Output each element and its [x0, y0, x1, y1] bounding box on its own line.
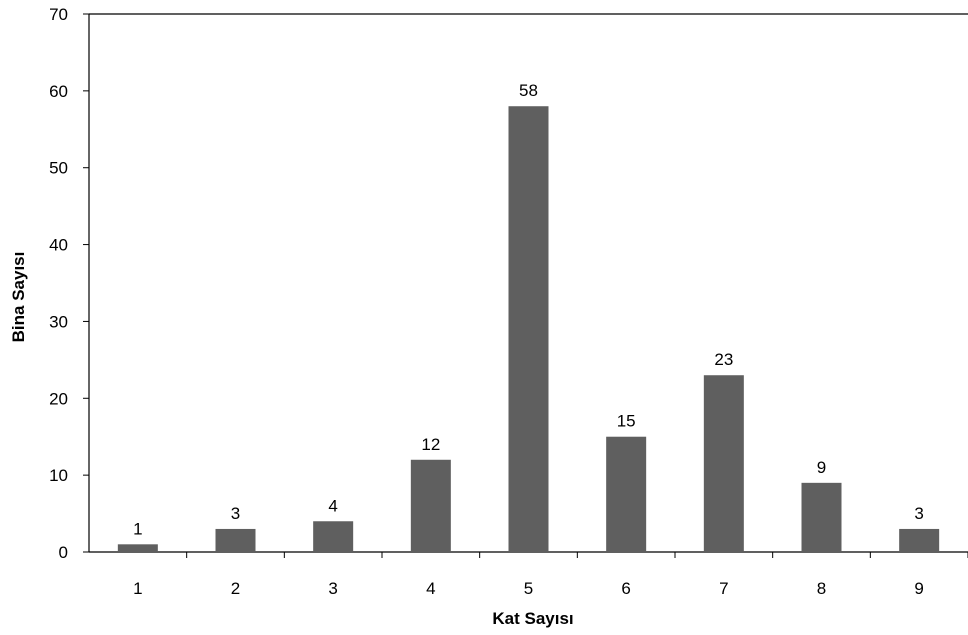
x-tick-label: 4 [426, 579, 435, 598]
bar-6 [606, 436, 647, 552]
bar-2 [215, 528, 256, 552]
data-label-7: 23 [714, 350, 733, 369]
data-label-4: 12 [421, 435, 440, 454]
bar-4 [410, 459, 451, 552]
y-tick-label: 40 [49, 236, 68, 255]
data-label-1: 1 [133, 519, 142, 538]
data-label-3: 4 [328, 496, 337, 515]
x-axis-ticks: 1 2 3 4 5 6 7 8 9 [133, 552, 968, 598]
x-tick-label: 8 [817, 579, 826, 598]
x-tick-label: 6 [621, 579, 630, 598]
y-axis-title: Bina Sayısı [9, 252, 28, 343]
data-label-2: 3 [231, 504, 240, 523]
y-tick-label: 0 [59, 543, 68, 562]
y-tick-label: 10 [49, 466, 68, 485]
bar-1 [117, 544, 158, 552]
x-tick-label: 1 [133, 579, 142, 598]
bar-7 [703, 375, 744, 552]
data-label-5: 58 [519, 81, 538, 100]
y-tick-label: 60 [49, 82, 68, 101]
bar-5 [508, 106, 549, 552]
bar-3 [313, 521, 354, 552]
y-axis-ticks: 0 10 20 30 40 50 60 70 [49, 5, 89, 562]
y-tick-label: 30 [49, 312, 68, 331]
bar-8 [801, 482, 842, 552]
data-labels: 1 3 4 12 58 15 23 9 3 [133, 81, 924, 538]
x-axis-title: Kat Sayısı [492, 609, 573, 628]
data-label-9: 3 [914, 504, 923, 523]
y-tick-label: 20 [49, 389, 68, 408]
y-tick-label: 70 [49, 5, 68, 24]
x-tick-label: 5 [524, 579, 533, 598]
bar-9 [899, 528, 940, 552]
x-tick-label: 2 [231, 579, 240, 598]
x-tick-label: 7 [719, 579, 728, 598]
data-label-8: 9 [817, 458, 826, 477]
y-tick-label: 50 [49, 159, 68, 178]
x-tick-label: 3 [328, 579, 337, 598]
bars [117, 106, 940, 552]
x-tick-label: 9 [914, 579, 923, 598]
data-label-6: 15 [617, 412, 636, 431]
